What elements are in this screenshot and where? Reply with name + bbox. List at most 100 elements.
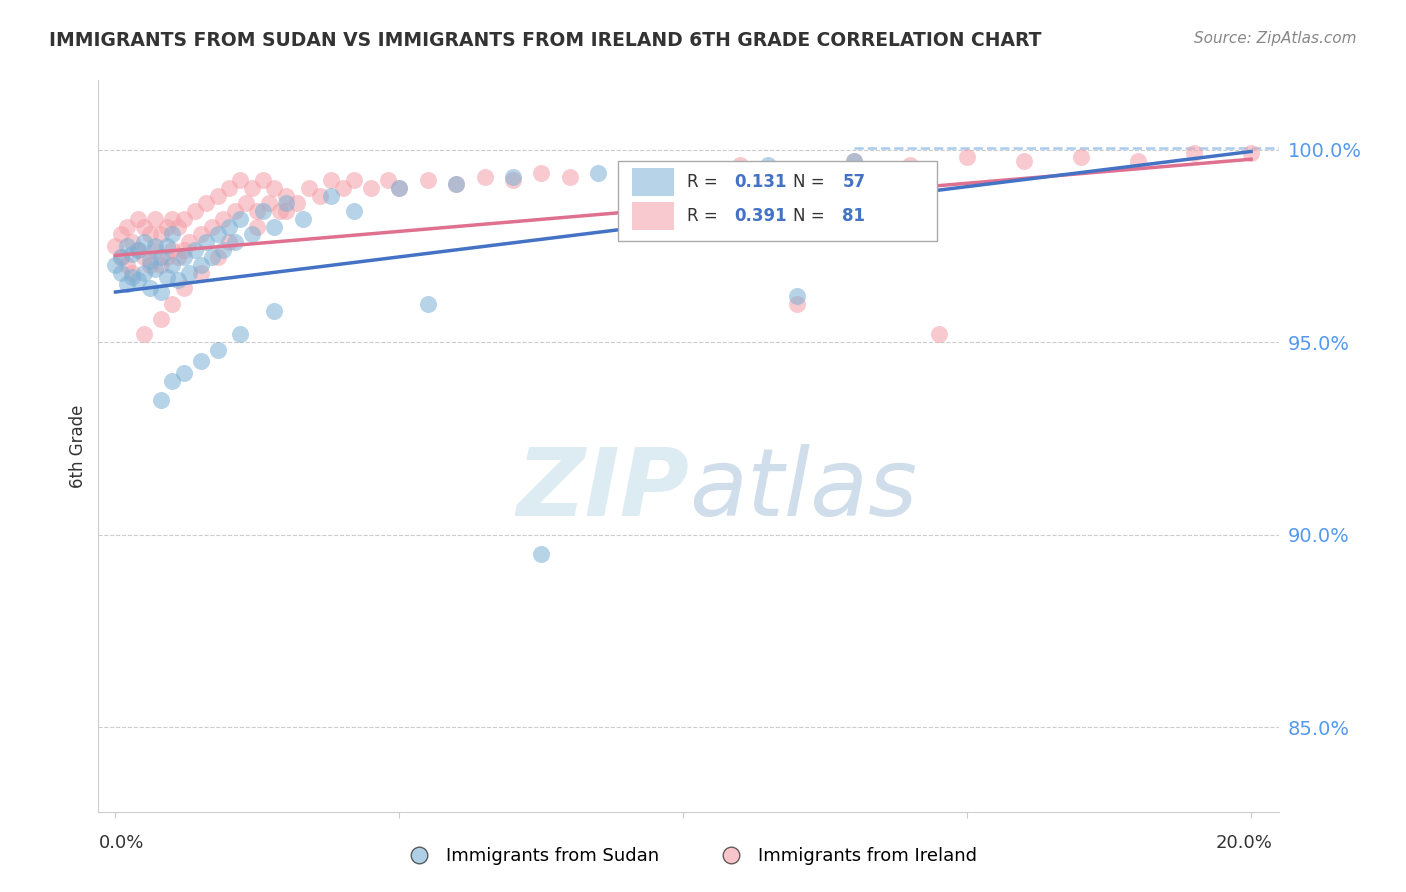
Immigrants from Ireland	[1012, 154, 1035, 169]
Immigrants from Ireland	[179, 235, 201, 249]
Immigrants from Sudan	[155, 269, 177, 284]
Immigrants from Ireland	[115, 219, 138, 234]
Immigrants from Ireland	[728, 158, 751, 172]
Immigrants from Ireland	[502, 173, 524, 187]
Text: ZIP: ZIP	[516, 444, 689, 536]
Immigrants from Ireland	[132, 251, 155, 265]
Immigrants from Sudan	[167, 273, 190, 287]
Immigrants from Ireland	[274, 188, 297, 202]
Immigrants from Ireland	[1126, 154, 1149, 169]
Immigrants from Ireland	[138, 227, 160, 242]
Immigrants from Sudan	[132, 266, 155, 280]
Immigrants from Sudan	[207, 227, 229, 242]
Immigrants from Sudan	[149, 392, 172, 407]
Immigrants from Ireland	[229, 173, 252, 187]
Immigrants from Ireland	[218, 235, 240, 249]
Text: IMMIGRANTS FROM SUDAN VS IMMIGRANTS FROM IRELAND 6TH GRADE CORRELATION CHART: IMMIGRANTS FROM SUDAN VS IMMIGRANTS FROM…	[49, 31, 1042, 50]
Legend: Immigrants from Sudan, Immigrants from Ireland: Immigrants from Sudan, Immigrants from I…	[394, 839, 984, 872]
Immigrants from Ireland	[900, 158, 922, 172]
Immigrants from Ireland	[842, 154, 865, 169]
FancyBboxPatch shape	[633, 168, 673, 196]
FancyBboxPatch shape	[633, 202, 673, 230]
Immigrants from Sudan	[291, 211, 314, 226]
Immigrants from Ireland	[530, 166, 553, 180]
Immigrants from Sudan	[162, 374, 183, 388]
Text: 0.131: 0.131	[734, 173, 786, 191]
Immigrants from Ireland	[269, 204, 291, 219]
Immigrants from Sudan	[121, 269, 143, 284]
Immigrants from Ireland	[143, 211, 166, 226]
Immigrants from Sudan	[229, 211, 252, 226]
Text: 20.0%: 20.0%	[1216, 834, 1272, 852]
Immigrants from Sudan	[121, 246, 143, 260]
Immigrants from Sudan	[127, 273, 149, 287]
Immigrants from Sudan	[758, 158, 780, 172]
Immigrants from Sudan	[416, 296, 439, 310]
Immigrants from Sudan	[149, 251, 172, 265]
Immigrants from Ireland	[167, 251, 190, 265]
Immigrants from Ireland	[786, 161, 808, 176]
Immigrants from Sudan	[263, 219, 285, 234]
Immigrants from Ireland	[173, 211, 195, 226]
Text: R =: R =	[686, 173, 723, 191]
Immigrants from Ireland	[1070, 150, 1092, 164]
Immigrants from Ireland	[207, 188, 229, 202]
Immigrants from Sudan	[444, 178, 467, 192]
FancyBboxPatch shape	[619, 161, 936, 241]
Immigrants from Ireland	[155, 251, 177, 265]
Immigrants from Sudan	[104, 258, 127, 272]
Immigrants from Ireland	[377, 173, 399, 187]
Text: N =: N =	[793, 207, 830, 226]
Immigrants from Sudan	[115, 277, 138, 292]
Immigrants from Ireland	[786, 296, 808, 310]
Immigrants from Sudan	[143, 239, 166, 253]
Immigrants from Ireland	[263, 181, 285, 195]
Immigrants from Sudan	[110, 266, 132, 280]
Immigrants from Ireland	[162, 211, 183, 226]
Immigrants from Ireland	[1182, 146, 1205, 161]
Immigrants from Ireland	[167, 219, 190, 234]
Immigrants from Ireland	[672, 166, 695, 180]
Immigrants from Sudan	[173, 366, 195, 380]
Text: 81: 81	[842, 207, 866, 226]
Immigrants from Ireland	[297, 181, 319, 195]
Immigrants from Ireland	[110, 227, 132, 242]
Immigrants from Ireland	[474, 169, 496, 184]
Immigrants from Ireland	[201, 219, 224, 234]
Immigrants from Sudan	[224, 235, 246, 249]
Immigrants from Ireland	[149, 312, 172, 326]
Immigrants from Sudan	[207, 343, 229, 357]
Immigrants from Ireland	[132, 327, 155, 342]
Immigrants from Ireland	[162, 243, 183, 257]
Immigrants from Sudan	[212, 243, 235, 257]
Immigrants from Sudan	[132, 235, 155, 249]
Immigrants from Sudan	[162, 258, 183, 272]
Immigrants from Sudan	[343, 204, 366, 219]
Text: Source: ZipAtlas.com: Source: ZipAtlas.com	[1194, 31, 1357, 46]
Immigrants from Ireland	[235, 196, 257, 211]
Immigrants from Ireland	[190, 227, 212, 242]
Immigrants from Sudan	[149, 285, 172, 299]
Immigrants from Sudan	[138, 254, 160, 268]
Immigrants from Sudan	[110, 251, 132, 265]
Immigrants from Sudan	[842, 154, 865, 169]
Immigrants from Ireland	[252, 173, 274, 187]
Immigrants from Ireland	[127, 211, 149, 226]
Immigrants from Sudan	[155, 239, 177, 253]
Immigrants from Ireland	[184, 204, 207, 219]
Immigrants from Ireland	[388, 181, 411, 195]
Immigrants from Ireland	[240, 181, 263, 195]
Text: atlas: atlas	[689, 444, 917, 535]
Immigrants from Ireland	[224, 204, 246, 219]
Immigrants from Sudan	[229, 327, 252, 342]
Immigrants from Ireland	[190, 266, 212, 280]
Immigrants from Ireland	[207, 251, 229, 265]
Text: 0.0%: 0.0%	[98, 834, 143, 852]
Immigrants from Sudan	[218, 219, 240, 234]
Immigrants from Sudan	[388, 181, 411, 195]
Immigrants from Ireland	[149, 258, 172, 272]
Immigrants from Sudan	[143, 261, 166, 276]
Text: N =: N =	[793, 173, 830, 191]
Immigrants from Ireland	[444, 178, 467, 192]
Immigrants from Ireland	[162, 296, 183, 310]
